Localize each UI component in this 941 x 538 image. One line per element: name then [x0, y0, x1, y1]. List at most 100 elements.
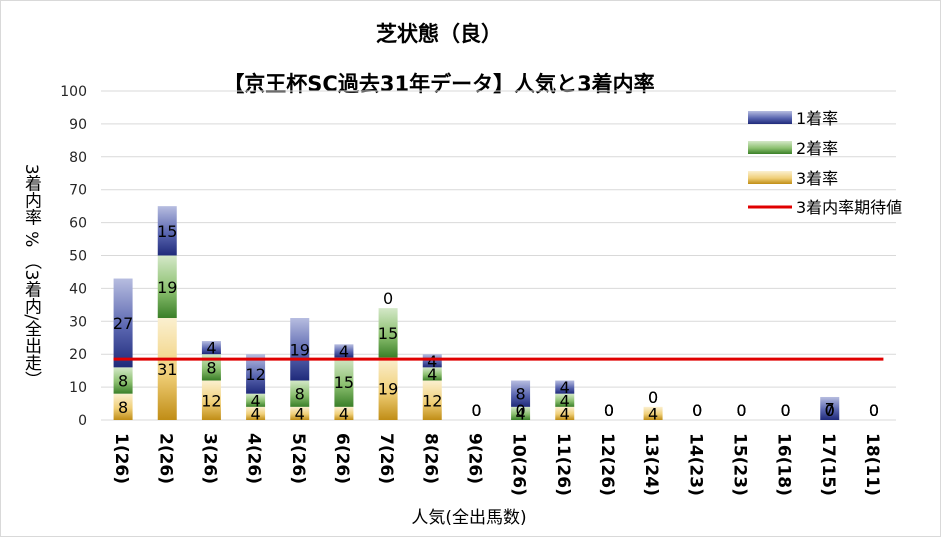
data-label: 0 — [869, 401, 879, 420]
y-tick-label: 30 — [69, 314, 87, 330]
x-tick-label: 18(11) — [862, 433, 882, 496]
data-label: 0 — [825, 401, 835, 420]
data-label: 8 — [515, 385, 525, 404]
y-tick-label: 80 — [69, 150, 87, 166]
x-tick-label: 13(24) — [641, 433, 661, 496]
y-axis-label: 3着内率 % （3着内/全出走） — [21, 164, 42, 388]
data-label: 4 — [427, 365, 437, 384]
x-tick-label: 9(26) — [464, 433, 484, 484]
data-label: 0 — [780, 401, 790, 420]
bar-segment-win — [555, 380, 575, 394]
data-label: 0 — [736, 401, 746, 420]
legend-swatch-second — [748, 141, 792, 154]
bar-segment-second — [422, 367, 442, 381]
data-label: 0 — [471, 401, 481, 420]
legend: 1着率 2着率 3着率 3着内率期待値 — [748, 109, 902, 217]
data-label: 4 — [515, 404, 525, 423]
x-axis-ticks: 1(26) 2(26) 3(26) 4(26) 5(26) 6(26) 7(26) 8(26)… — [111, 433, 882, 496]
legend-label-expected: 3着内率期待値 — [796, 198, 902, 217]
x-axis-label: 人気(全出馬数) — [411, 508, 526, 528]
y-axis-ticks: 0 10 20 30 40 50 60 70 80 90 100 — [60, 84, 87, 429]
data-label: 4 — [427, 352, 437, 371]
data-label: 4 — [560, 404, 570, 423]
x-tick-label: 4(26) — [244, 433, 264, 484]
data-label: 0 — [780, 401, 790, 420]
data-label: 0 — [869, 401, 879, 420]
data-label: 8 — [295, 385, 305, 404]
data-label: 0 — [692, 401, 702, 420]
bar-segment-second — [113, 367, 133, 394]
bar-segment-win — [246, 354, 266, 394]
data-label: 0 — [471, 401, 481, 420]
bar-segment-win — [511, 380, 531, 407]
data-label: 4 — [250, 404, 260, 423]
data-label: 0 — [825, 401, 835, 420]
bar-segment-second — [290, 380, 310, 407]
legend-label-third: 3着率 — [796, 169, 838, 188]
x-tick-label: 14(23) — [685, 433, 705, 496]
data-label: 7 — [825, 399, 835, 418]
bar-segment-third — [290, 406, 310, 420]
bar-segment-win — [201, 341, 221, 355]
data-label: 0 — [692, 401, 702, 420]
x-tick-label: 7(26) — [376, 433, 396, 484]
data-label: 12 — [422, 391, 442, 410]
legend-swatch-win — [748, 111, 792, 124]
x-tick-label: 11(26) — [553, 433, 573, 496]
data-label: 0 — [604, 401, 614, 420]
bar-segment-second — [334, 357, 354, 407]
data-label: 0 — [604, 401, 614, 420]
y-tick-label: 90 — [69, 117, 87, 133]
data-label: 0 — [736, 401, 746, 420]
bars — [113, 206, 840, 420]
x-tick-label: 10(26) — [509, 433, 529, 496]
bar-segment-win — [113, 278, 133, 368]
data-label: 4 — [560, 391, 570, 410]
data-label: 0 — [648, 388, 658, 407]
data-label: 0 — [692, 401, 702, 420]
bar-segment-second — [246, 393, 266, 407]
bar-segment-win — [422, 354, 442, 368]
x-tick-label: 3(26) — [199, 433, 219, 484]
bar-segment-third — [555, 406, 575, 420]
data-label: 27 — [113, 314, 133, 333]
x-tick-label: 2(26) — [155, 433, 175, 484]
x-tick-label: 1(26) — [111, 433, 131, 484]
bar-segment-third — [422, 380, 442, 420]
chart-title: 芝状態（良） — [376, 22, 502, 46]
data-label: 0 — [780, 401, 790, 420]
legend-label-second: 2着率 — [796, 139, 838, 158]
data-label: 4 — [206, 339, 216, 358]
bar-segment-third — [378, 357, 398, 420]
data-label: 4 — [560, 378, 570, 397]
x-tick-label: 15(23) — [729, 433, 749, 496]
legend-label-win: 1着率 — [796, 109, 838, 128]
data-label: 0 — [471, 401, 481, 420]
data-label: 4 — [339, 404, 349, 423]
data-label: 8 — [118, 372, 128, 391]
data-label: 0 — [383, 289, 393, 308]
x-tick-label: 6(26) — [332, 433, 352, 484]
data-label: 0 — [604, 401, 614, 420]
bar-segment-second — [201, 354, 221, 381]
x-tick-label: 16(18) — [774, 433, 794, 496]
bar-segment-third — [113, 393, 133, 420]
bar-segment-second — [378, 308, 398, 358]
x-tick-label: 8(26) — [420, 433, 440, 484]
bar-segment-second — [511, 406, 531, 420]
data-label: 12 — [201, 391, 221, 410]
bar-segment-third — [643, 406, 663, 420]
legend-swatch-third — [748, 171, 792, 184]
data-label: 19 — [157, 278, 177, 297]
y-tick-label: 50 — [69, 249, 87, 265]
data-label: 15 — [378, 324, 398, 343]
bar-segment-win — [290, 318, 310, 381]
y-tick-label: 10 — [69, 380, 87, 396]
data-label: 0 — [648, 388, 658, 407]
y-tick-label: 20 — [69, 347, 87, 363]
y-tick-label: 40 — [69, 281, 87, 297]
y-tick-label: 0 — [78, 413, 87, 429]
data-label: 4 — [339, 342, 349, 361]
